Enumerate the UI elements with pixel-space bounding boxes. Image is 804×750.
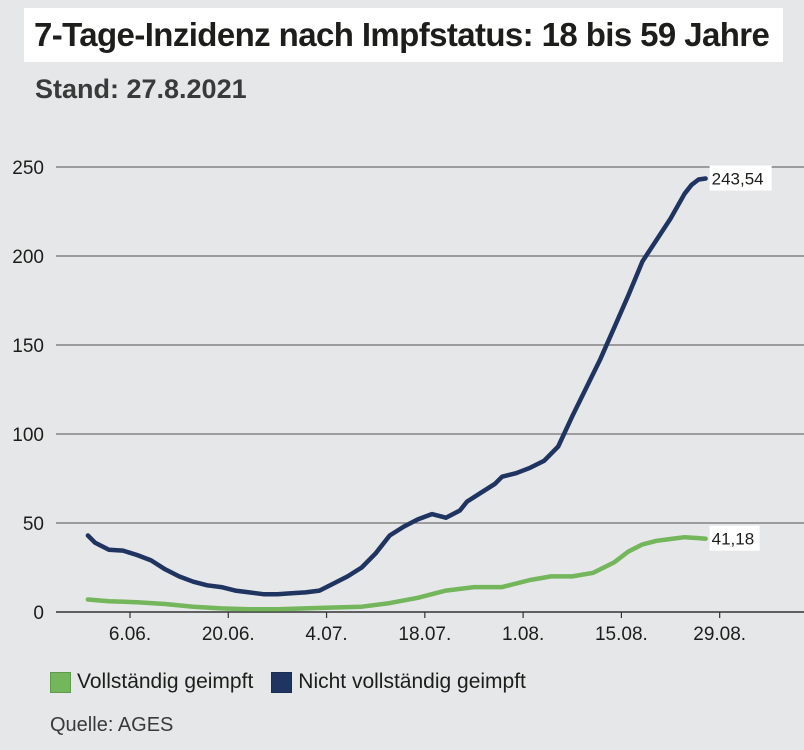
x-tick-label: 4.07. — [305, 624, 347, 645]
end-label-box — [709, 165, 772, 191]
legend-swatch-vaccinated — [50, 671, 71, 693]
x-tick-label: 1.08. — [502, 624, 544, 645]
series-lines — [85, 176, 708, 612]
chart-title: 7-Tage-Inzidenz nach Impfstatus: 18 bis … — [34, 16, 770, 53]
end-labels: 243,54 41,18 — [709, 165, 772, 551]
legend-item-vaccinated: Vollständig geimpft — [50, 670, 253, 694]
x-tick-label: 6.06. — [109, 624, 151, 645]
end-label-not-vaccinated: 243,54 — [712, 169, 764, 188]
title-box: 7-Tage-Inzidenz nach Impfstatus: 18 bis … — [24, 8, 784, 62]
y-tick-label: 150 — [12, 336, 44, 357]
end-label-box — [709, 525, 760, 551]
legend: Vollständig geimpft Nicht vollständig ge… — [50, 670, 544, 694]
legend-item-not-vaccinated: Nicht vollständig geimpft — [271, 670, 526, 694]
end-label-vaccinated: 41,18 — [712, 530, 755, 549]
series-line-vaccinated — [85, 534, 708, 612]
x-tick-label: 18.07. — [398, 624, 451, 645]
x-tick-label: 15.08. — [595, 624, 648, 645]
y-axis-ticks: 0 50 100 150 200 250 — [12, 158, 44, 624]
legend-label-not-vaccinated: Nicht vollständig geimpft — [298, 670, 526, 693]
chart-subtitle: Stand: 27.8.2021 — [35, 74, 247, 104]
x-tick-label: 20.06. — [202, 624, 255, 645]
x-tick-label: 29.08. — [693, 624, 746, 645]
y-tick-label: 50 — [23, 514, 44, 535]
y-tick-label: 100 — [12, 425, 44, 446]
grid-lines — [56, 166, 804, 613]
source-note: Quelle: AGES — [50, 714, 174, 736]
x-axis-ticks: 6.06. 20.06. 4.07. 18.07. 1.08. 15.08. 29.08. — [109, 612, 746, 645]
y-tick-label: 250 — [12, 158, 44, 179]
series-line-not-vaccinated — [85, 176, 708, 597]
y-tick-label: 0 — [33, 603, 44, 624]
legend-label-vaccinated: Vollständig geimpft — [77, 670, 254, 693]
legend-swatch-not-vaccinated — [271, 671, 293, 693]
y-tick-label: 200 — [12, 247, 44, 268]
